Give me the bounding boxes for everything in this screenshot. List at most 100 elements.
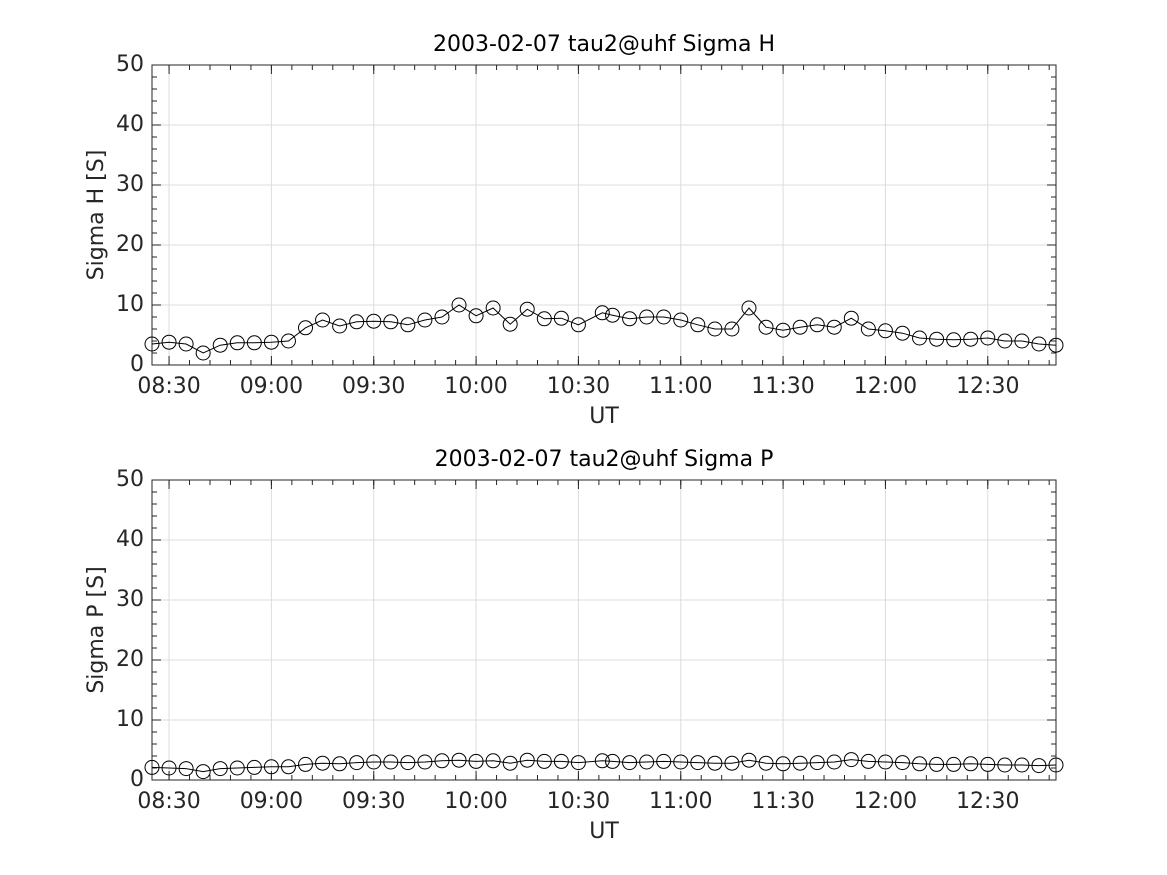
data-point <box>229 335 245 351</box>
data-point <box>246 335 262 351</box>
chart-title: 2003-02-07 tau2@uhf Sigma H <box>433 32 775 57</box>
data-point <box>673 312 689 328</box>
data-point <box>1048 757 1064 773</box>
data-point <box>826 319 842 335</box>
data-point <box>332 318 348 334</box>
data-point <box>298 320 314 336</box>
data-point <box>741 300 757 316</box>
x-tick-label: 11:00 <box>649 374 712 399</box>
data-point <box>468 308 484 324</box>
data-point <box>553 753 569 769</box>
data-point <box>980 756 996 772</box>
y-tick-label: 10 <box>116 707 144 732</box>
data-point <box>894 755 910 771</box>
data-point <box>1014 333 1030 349</box>
data-point <box>280 759 296 775</box>
data-point <box>263 759 279 775</box>
chart-title: 2003-02-07 tau2@uhf Sigma P <box>435 447 774 472</box>
data-point <box>860 753 876 769</box>
data-point <box>594 753 610 769</box>
data-point <box>161 334 177 350</box>
data-point <box>502 316 518 332</box>
data-point <box>673 754 689 770</box>
data-point <box>212 761 228 777</box>
data-point <box>570 755 586 771</box>
data-point <box>332 756 348 772</box>
data-point <box>417 312 433 328</box>
data-point <box>315 312 331 328</box>
data-point <box>912 330 928 346</box>
data-point <box>383 314 399 330</box>
data-point <box>519 301 535 317</box>
data-point <box>622 311 638 327</box>
x-tick-label: 10:30 <box>547 789 610 814</box>
data-point <box>502 755 518 771</box>
axes-background <box>152 480 1056 780</box>
data-point <box>349 755 365 771</box>
data-point <box>997 333 1013 349</box>
x-tick-label: 09:30 <box>342 374 405 399</box>
data-point <box>724 321 740 337</box>
x-axis-label: UT <box>589 819 619 844</box>
axes-background <box>152 65 1056 365</box>
x-tick-label: 11:30 <box>751 374 814 399</box>
y-tick-label: 50 <box>116 52 144 77</box>
y-tick-label: 0 <box>130 767 144 792</box>
data-point <box>263 334 279 350</box>
data-point <box>451 297 467 313</box>
data-point <box>843 752 859 768</box>
data-point <box>963 331 979 347</box>
data-point <box>434 753 450 769</box>
x-tick-label: 09:00 <box>240 374 303 399</box>
data-point <box>212 337 228 353</box>
data-point <box>161 760 177 776</box>
data-point <box>639 309 655 325</box>
data-point <box>929 756 945 772</box>
data-point <box>792 755 808 771</box>
y-tick-label: 30 <box>116 172 144 197</box>
data-point <box>536 753 552 769</box>
data-point <box>877 323 893 339</box>
data-point <box>809 755 825 771</box>
x-tick-label: 12:00 <box>854 374 917 399</box>
x-tick-label: 08:30 <box>137 374 200 399</box>
data-point <box>690 317 706 333</box>
data-point <box>775 756 791 772</box>
data-point <box>775 322 791 338</box>
x-tick-label: 12:30 <box>956 789 1019 814</box>
y-tick-label: 50 <box>116 467 144 492</box>
y-tick-label: 20 <box>116 647 144 672</box>
data-point <box>707 321 723 337</box>
data-point <box>707 755 723 771</box>
data-point <box>400 755 416 771</box>
data-point <box>1031 336 1047 352</box>
data-point <box>605 753 621 769</box>
data-point <box>792 319 808 335</box>
x-tick-label: 09:00 <box>240 789 303 814</box>
x-tick-label: 10:00 <box>444 374 507 399</box>
x-tick-label: 11:00 <box>649 789 712 814</box>
data-point <box>1031 758 1047 774</box>
data-point <box>468 753 484 769</box>
data-point <box>877 754 893 770</box>
data-point <box>195 345 211 361</box>
data-point <box>963 756 979 772</box>
y-tick-label: 0 <box>130 352 144 377</box>
data-point <box>622 755 638 771</box>
data-point <box>315 755 331 771</box>
data-line <box>151 759 1057 773</box>
x-tick-label: 11:30 <box>751 789 814 814</box>
data-point <box>229 760 245 776</box>
x-tick-label: 09:30 <box>342 789 405 814</box>
data-point <box>826 754 842 770</box>
data-line <box>151 304 1057 354</box>
data-point <box>246 759 262 775</box>
data-point <box>605 307 621 323</box>
y-tick-label: 40 <box>116 112 144 137</box>
data-point <box>594 305 610 321</box>
x-tick-label: 12:30 <box>956 374 1019 399</box>
data-point <box>178 336 194 352</box>
data-point <box>298 756 314 772</box>
y-tick-label: 10 <box>116 292 144 317</box>
data-point <box>570 317 586 333</box>
